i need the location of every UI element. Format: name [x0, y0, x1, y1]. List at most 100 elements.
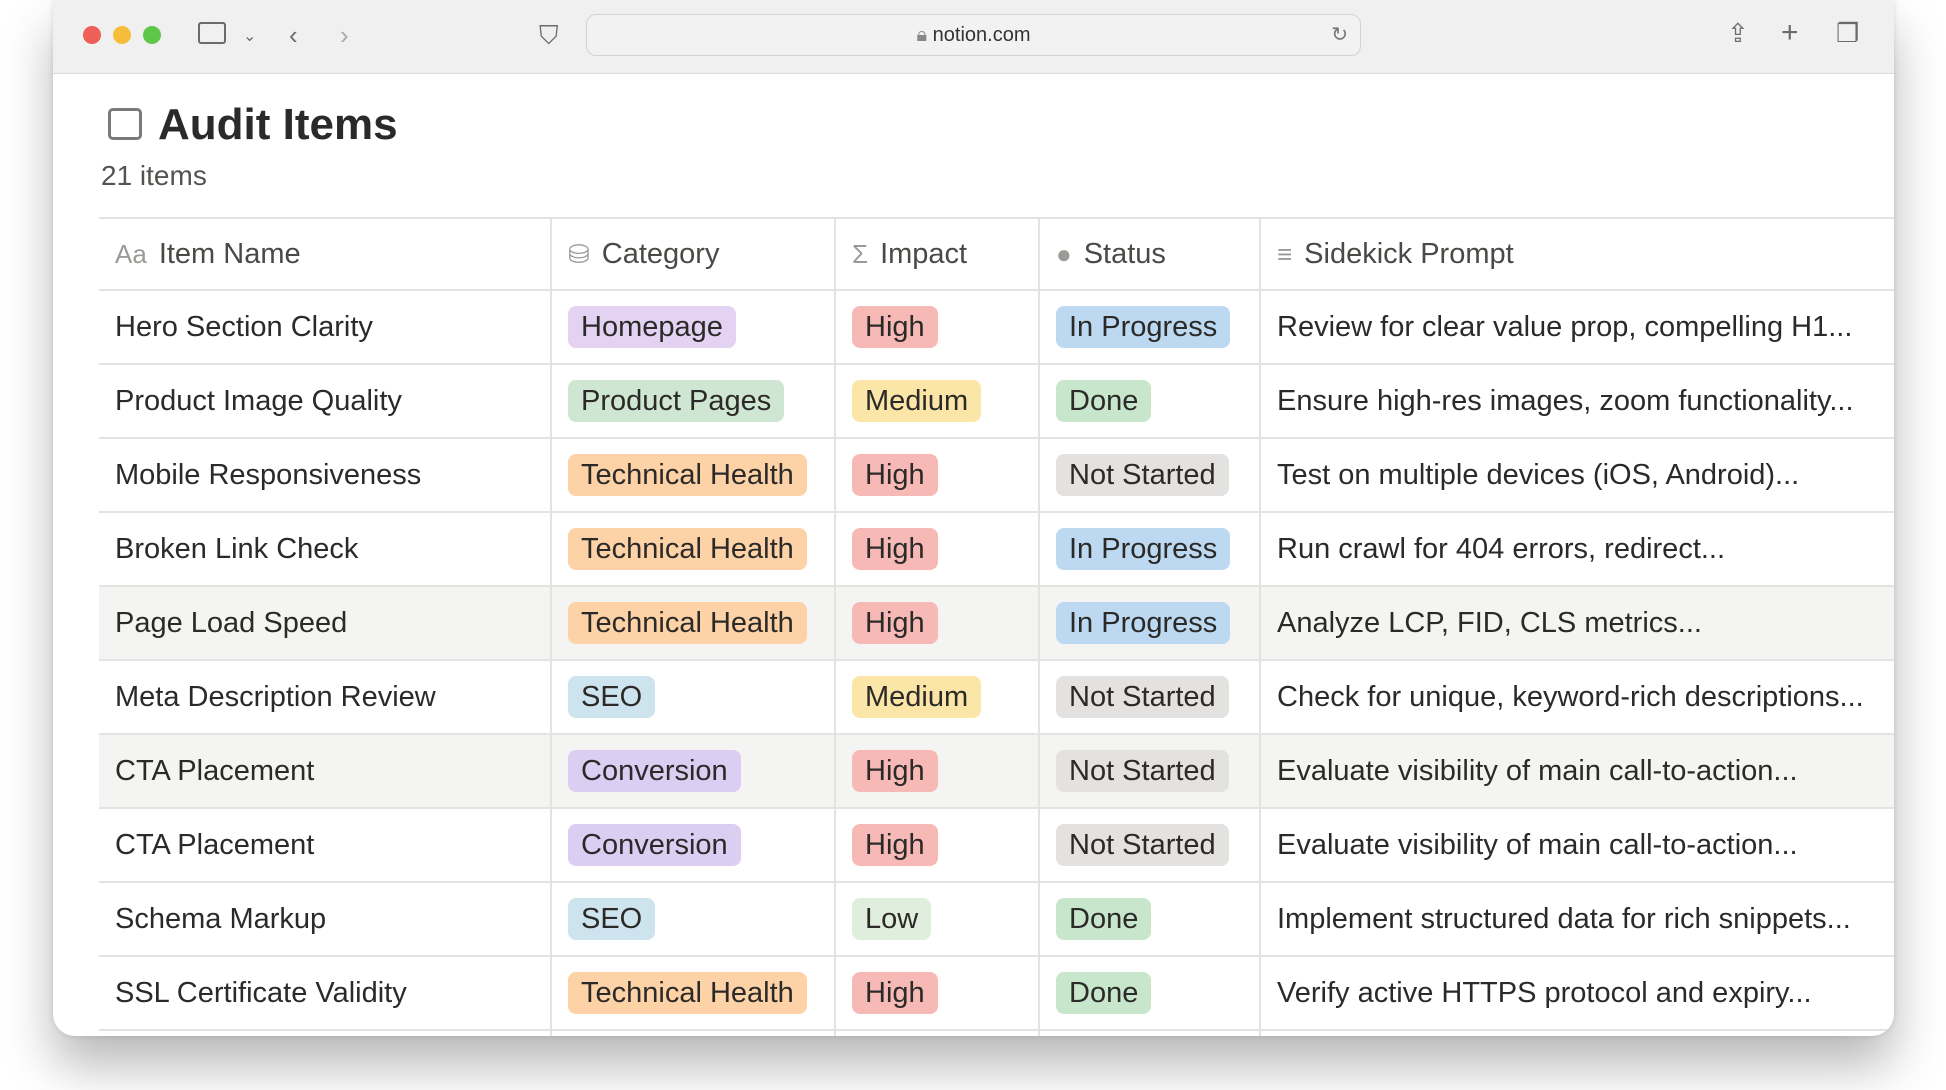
- prompt-cell[interactable]: Analyze LCP, FID, CLS metrics...: [1260, 585, 1894, 660]
- category-tag: Technical Health: [568, 602, 807, 644]
- status-cell[interactable]: In Progress: [1039, 289, 1261, 364]
- status-cell[interactable]: Not Started: [1039, 437, 1261, 512]
- column-header-sidekick-prompt[interactable]: ≡ Sidekick Prompt: [1260, 217, 1894, 290]
- text-lines-icon: ≡: [1277, 238, 1293, 269]
- impact-cell[interactable]: High: [835, 807, 1040, 882]
- item-name-cell[interactable]: Mobile Responsiveness: [99, 437, 552, 512]
- table-row[interactable]: Schema Markup SEO Low Done Implement str…: [99, 881, 1894, 956]
- impact-tag: High: [852, 528, 938, 570]
- share-icon[interactable]: ⇪: [1727, 18, 1749, 48]
- category-cell[interactable]: Technical Health: [551, 955, 836, 1030]
- status-tag: Done: [1056, 972, 1152, 1014]
- item-name-cell[interactable]: Schema Markup: [99, 881, 552, 956]
- prompt-cell[interactable]: Evaluate visibility of main call-to-acti…: [1260, 733, 1894, 808]
- status-tag: Done: [1056, 380, 1152, 422]
- category-cell[interactable]: Conversion: [551, 733, 836, 808]
- impact-cell[interactable]: Medium: [835, 363, 1040, 438]
- item-name-cell[interactable]: Product Image Quality: [99, 363, 552, 438]
- category-tag: Product Pages: [568, 380, 785, 422]
- impact-cell[interactable]: High: [835, 733, 1040, 808]
- category-cell[interactable]: Conversion: [551, 807, 836, 882]
- category-cell[interactable]: Technical Health: [551, 437, 836, 512]
- audit-table: Aa Item Name ⛁ Category Σ Impact ● Status ≡ S…: [99, 217, 1894, 1036]
- category-cell[interactable]: Product Pages: [551, 363, 836, 438]
- url-text: notion.com: [932, 24, 1031, 46]
- header-label: Category: [601, 237, 720, 270]
- prompt-cell[interactable]: Run crawl for 404 errors, redirect...: [1260, 511, 1894, 586]
- cell: [1260, 1029, 1894, 1036]
- prompt-cell[interactable]: Verify active HTTPS protocol and expiry.…: [1260, 955, 1894, 1030]
- item-name-cell[interactable]: SSL Certificate Validity: [99, 955, 552, 1030]
- impact-cell[interactable]: Low: [835, 881, 1040, 956]
- category-cell[interactable]: Technical Health: [551, 585, 836, 660]
- table-row[interactable]: Broken Link Check Technical Health High …: [99, 511, 1894, 586]
- table-row[interactable]: Hero Section Clarity Homepage High In Pr…: [99, 289, 1894, 364]
- browser-toolbar: ⌄ ‹ › ⛉ 🔒︎ notion.com ↻ ⇪ + ❐: [53, 0, 1894, 74]
- reload-icon[interactable]: ↻: [1331, 24, 1348, 46]
- table-row[interactable]: SSL Certificate Validity Technical Healt…: [99, 955, 1894, 1030]
- impact-cell[interactable]: High: [835, 585, 1040, 660]
- table-row[interactable]: Mobile Responsiveness Technical Health H…: [99, 437, 1894, 512]
- shield-icon[interactable]: ⛉: [539, 20, 559, 50]
- status-cell[interactable]: In Progress: [1039, 585, 1261, 660]
- table-row[interactable]: CTA Placement Conversion High Not Starte…: [99, 807, 1894, 882]
- impact-cell[interactable]: Medium: [835, 659, 1040, 734]
- sigma-icon: Σ: [852, 238, 869, 269]
- prompt-cell[interactable]: Ensure high-res images, zoom functionali…: [1260, 363, 1894, 438]
- table-row[interactable]: Meta Description Review SEO Medium Not S…: [99, 659, 1894, 734]
- prompt-cell[interactable]: Review for clear value prop, compelling …: [1260, 289, 1894, 364]
- minimize-button[interactable]: [113, 26, 131, 44]
- prompt-cell[interactable]: Test on multiple devices (iOS, Android).…: [1260, 437, 1894, 512]
- cell: [1039, 1029, 1261, 1036]
- cell: [99, 1029, 552, 1036]
- item-name-cell[interactable]: Meta Description Review: [99, 659, 552, 734]
- category-cell[interactable]: Technical Health: [551, 511, 836, 586]
- column-header-category[interactable]: ⛁ Category: [551, 217, 836, 290]
- tabs-overview-icon[interactable]: ❐: [1836, 18, 1860, 48]
- impact-cell[interactable]: High: [835, 289, 1040, 364]
- impact-cell[interactable]: High: [835, 437, 1040, 512]
- item-count: 21 items: [101, 160, 207, 191]
- table-row[interactable]: Page Load Speed Technical Health High In…: [99, 585, 1894, 660]
- lock-icon: 🔒︎: [916, 24, 928, 46]
- column-header-item-name[interactable]: Aa Item Name: [99, 217, 552, 290]
- item-name-cell[interactable]: Page Load Speed: [99, 585, 552, 660]
- category-cell[interactable]: SEO: [551, 659, 836, 734]
- new-tab-icon[interactable]: +: [1781, 16, 1799, 49]
- status-tag: Not Started: [1056, 824, 1229, 866]
- status-cell[interactable]: Done: [1039, 363, 1261, 438]
- sidebar-icon[interactable]: [198, 22, 226, 44]
- close-button[interactable]: [83, 26, 101, 44]
- prompt-cell[interactable]: Evaluate visibility of main call-to-acti…: [1260, 807, 1894, 882]
- prompt-cell[interactable]: Implement structured data for rich snipp…: [1260, 881, 1894, 956]
- forward-icon[interactable]: ›: [340, 20, 349, 50]
- status-cell[interactable]: In Progress: [1039, 511, 1261, 586]
- impact-tag: Low: [852, 898, 932, 940]
- item-name-cell[interactable]: CTA Placement: [99, 733, 552, 808]
- item-name-cell[interactable]: Broken Link Check: [99, 511, 552, 586]
- table-row[interactable]: Product Image Quality Product Pages Medi…: [99, 363, 1894, 438]
- status-cell[interactable]: Not Started: [1039, 733, 1261, 808]
- category-cell[interactable]: Homepage: [551, 289, 836, 364]
- status-cell[interactable]: Not Started: [1039, 659, 1261, 734]
- status-icon: ●: [1056, 238, 1072, 269]
- impact-cell[interactable]: High: [835, 511, 1040, 586]
- status-cell[interactable]: Not Started: [1039, 807, 1261, 882]
- item-name-cell[interactable]: CTA Placement: [99, 807, 552, 882]
- status-cell[interactable]: Done: [1039, 881, 1261, 956]
- item-name-cell[interactable]: Hero Section Clarity: [99, 289, 552, 364]
- maximize-button[interactable]: [143, 26, 161, 44]
- status-cell[interactable]: Done: [1039, 955, 1261, 1030]
- category-cell[interactable]: SEO: [551, 881, 836, 956]
- column-header-status[interactable]: ● Status: [1039, 217, 1261, 290]
- column-header-impact[interactable]: Σ Impact: [835, 217, 1040, 290]
- table-row[interactable]: CTA Placement Conversion High Not Starte…: [99, 733, 1894, 808]
- impact-cell[interactable]: High: [835, 955, 1040, 1030]
- chevron-down-icon[interactable]: ⌄: [243, 28, 257, 45]
- back-icon[interactable]: ‹: [289, 20, 298, 50]
- status-tag: Not Started: [1056, 750, 1229, 792]
- impact-tag: High: [852, 824, 938, 866]
- prompt-cell[interactable]: Check for unique, keyword-rich descripti…: [1260, 659, 1894, 734]
- address-bar[interactable]: 🔒︎ notion.com ↻: [586, 14, 1361, 56]
- table-row[interactable]: [99, 1029, 1894, 1036]
